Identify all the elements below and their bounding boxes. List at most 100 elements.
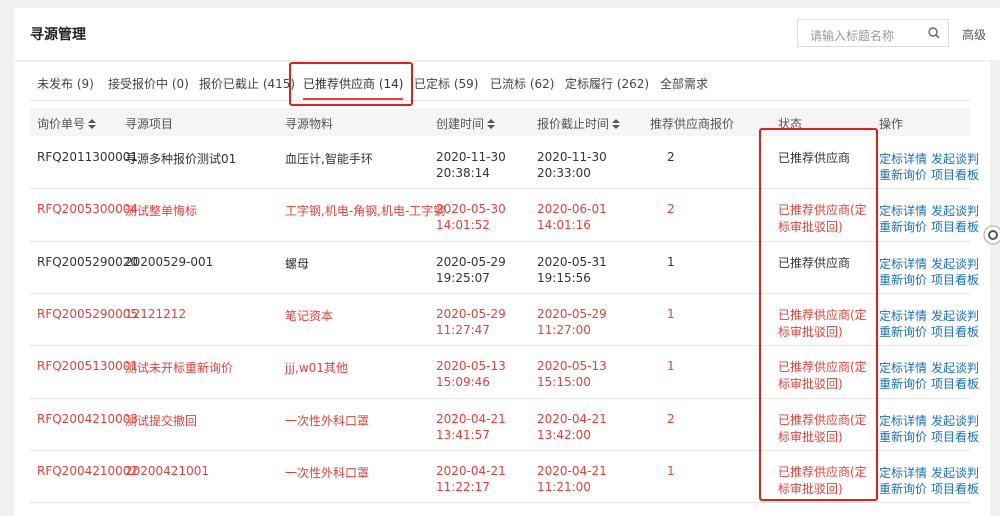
tab[interactable]: 已流标 (62) (490, 77, 555, 91)
supplier-quote-count: 2 (667, 150, 675, 164)
action-link[interactable]: 发起谈判 (931, 413, 980, 428)
created-date: 2020-04-21 (436, 463, 506, 478)
action-link[interactable]: 项目看板 (931, 272, 980, 287)
supplier-quote-count: 1 (667, 463, 675, 478)
advanced-search[interactable]: 高级 (962, 28, 987, 42)
column-header: 创建时间 (436, 115, 496, 132)
tab[interactable]: 已定标 (59) (414, 77, 479, 91)
row-divider (30, 240, 970, 242)
action-link[interactable]: 重新询价 (879, 168, 928, 182)
supplier-quote-count: 1 (667, 359, 675, 374)
float-icon[interactable] (982, 224, 1000, 246)
tab[interactable]: 全部需求 (660, 77, 709, 91)
deadline-date: 2020-11-30 (537, 150, 607, 164)
action-link[interactable]: 重新询价 (879, 429, 928, 444)
created-time: 13:41:57 (436, 427, 490, 442)
created-time: 19:25:07 (436, 270, 490, 285)
created-date: 2020-05-29 (436, 306, 506, 321)
row-divider (30, 345, 970, 347)
created-date: 2020-05-13 (436, 359, 506, 374)
action-link[interactable]: 重新询价 (879, 220, 928, 235)
rfq-number: RFQ2005130001 (37, 359, 139, 374)
created-date: 2020-05-29 (436, 254, 506, 269)
tab[interactable]: 定标履行 (262) (565, 77, 650, 91)
action-link[interactable]: 定标详情 (879, 152, 928, 166)
project-name: 12121212 (125, 306, 187, 321)
supplier-quote-count: 2 (667, 411, 675, 426)
status: 已推荐供应商 (778, 151, 851, 165)
tab[interactable]: 未发布 (9) (37, 77, 94, 91)
tab[interactable]: 接受报价中 (0) (108, 77, 189, 91)
action-link[interactable]: 项目看板 (931, 220, 980, 235)
action-link[interactable]: 项目看板 (931, 377, 980, 392)
search-placeholder: 请输入标题名称 (810, 29, 895, 43)
action-link[interactable]: 项目看板 (931, 324, 980, 339)
deadline-time: 14:01:16 (537, 218, 591, 233)
created-date: 2020-05-30 (436, 202, 506, 217)
column-header: 寻源项目 (125, 117, 174, 131)
search-icon[interactable] (928, 27, 940, 39)
action-link[interactable]: 定标详情 (879, 256, 928, 271)
action-link[interactable]: 重新询价 (879, 481, 928, 496)
supplier-quote-count: 2 (667, 202, 675, 217)
action-link[interactable]: 重新询价 (879, 324, 928, 339)
project-name: 测试提交撤回 (125, 413, 198, 428)
action-link[interactable]: 定标详情 (879, 413, 928, 428)
sort-icon[interactable] (88, 119, 97, 129)
column-header: 寻源物料 (285, 117, 334, 131)
created-time: 14:01:52 (436, 218, 490, 233)
row-divider (30, 397, 970, 399)
deadline-date: 2020-06-01 (537, 202, 607, 217)
deadline-time: 13:42:00 (537, 427, 591, 442)
created-time: 11:22:17 (436, 479, 490, 494)
action-link[interactable]: 项目看板 (931, 481, 980, 496)
deadline-date: 2020-04-21 (537, 463, 607, 478)
action-link[interactable]: 定标详情 (879, 465, 928, 480)
action-link[interactable]: 项目看板 (931, 168, 980, 182)
column-header: 报价截止时间 (537, 115, 621, 132)
sort-icon[interactable] (487, 119, 496, 129)
tabs-divider (30, 100, 970, 101)
tab[interactable]: 已推荐供应商 (14) (303, 75, 404, 100)
action-link[interactable]: 定标详情 (879, 361, 928, 376)
action-link[interactable]: 发起谈判 (931, 308, 980, 323)
deadline-date: 2020-04-21 (537, 411, 607, 426)
project-name: 寻源多种报价测试01 (125, 152, 237, 166)
supplier-quote-count: 1 (667, 306, 675, 321)
column-header: 操作 (879, 117, 904, 131)
action-link[interactable]: 发起谈判 (931, 204, 980, 219)
row-divider (30, 502, 970, 504)
action-link[interactable]: 发起谈判 (931, 465, 980, 480)
action-link[interactable]: 发起谈判 (931, 256, 980, 271)
rfq-number: RFQ2005300004 (37, 202, 139, 217)
supplier-quote-count: 1 (667, 254, 675, 269)
status: 已推荐供应商 (778, 255, 851, 270)
created-date: 2020-04-21 (436, 411, 506, 426)
row-divider (30, 292, 970, 294)
column-header: 推荐供应商报价 (650, 117, 735, 131)
action-link[interactable]: 发起谈判 (931, 152, 980, 166)
created-date: 2020-11-30 (436, 150, 506, 164)
action-link[interactable]: 发起谈判 (931, 361, 980, 376)
deadline-time: 11:21:00 (537, 479, 591, 494)
search-input[interactable]: 请输入标题名称 (797, 19, 949, 47)
status: 已推荐供应商(定标审批驳回) (778, 464, 867, 496)
page-title: 寻源管理 (30, 27, 86, 43)
rfq-number: RFQ2005290005 (37, 306, 139, 321)
table-header (30, 108, 970, 136)
row-divider (30, 449, 970, 451)
action-link[interactable]: 重新询价 (879, 272, 928, 287)
action-link[interactable]: 定标详情 (879, 204, 928, 219)
deadline-time: 20:33:00 (537, 166, 591, 180)
project-name: 20200529-001 (125, 254, 214, 269)
sort-icon[interactable] (612, 119, 621, 129)
action-link[interactable]: 项目看板 (931, 429, 980, 444)
rfq-number: RFQ2011300001 (37, 150, 139, 164)
tab[interactable]: 报价已截止 (415) (199, 77, 296, 91)
deadline-time: 15:15:00 (537, 375, 591, 390)
material: 血压计,智能手环 (285, 152, 373, 166)
status: 已推荐供应商(定标审批驳回) (778, 412, 867, 444)
action-link[interactable]: 重新询价 (879, 377, 928, 392)
action-link[interactable]: 定标详情 (879, 308, 928, 323)
